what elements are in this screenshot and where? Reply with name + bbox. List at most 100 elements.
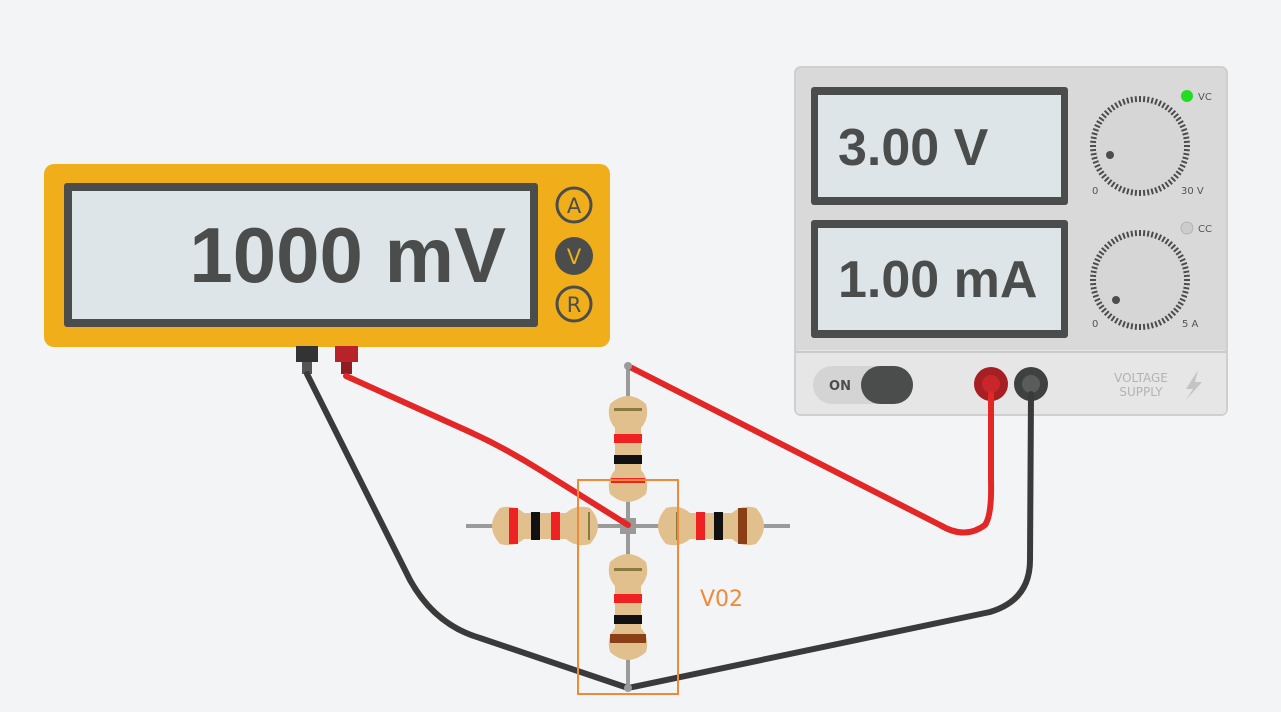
resistor-left-tolerance <box>588 512 590 540</box>
power-toggle[interactable]: ON <box>813 366 913 404</box>
resistor-right-band-1 <box>696 512 705 540</box>
selection-box[interactable]: V02 <box>577 479 743 695</box>
negative-terminal[interactable] <box>1014 367 1048 401</box>
current-display-screen <box>818 228 1061 330</box>
knob-tick <box>1090 274 1097 278</box>
brand-line1: VOLTAGE <box>1114 371 1168 385</box>
resistor-bottom-tolerance <box>614 568 642 571</box>
lightning-icon <box>1186 370 1202 400</box>
knob-tick <box>1134 230 1138 237</box>
knob-tick <box>1150 188 1154 195</box>
knob-tick <box>1103 243 1110 250</box>
mode-button-a-ring <box>555 186 593 224</box>
knob-tick <box>1181 294 1188 299</box>
v-terminal-pin <box>341 362 352 374</box>
knob-tick <box>1114 102 1119 109</box>
knob-tick <box>1114 236 1119 243</box>
knob-tick <box>1173 247 1179 253</box>
knob-tick <box>1110 238 1116 245</box>
knob-tick <box>1173 113 1179 119</box>
power-toggle-label: ON <box>829 379 851 394</box>
resistor-left-band-1 <box>551 512 560 540</box>
vc-led-indicator <box>1181 90 1193 102</box>
knob-tick <box>1167 241 1173 247</box>
mode-button-r[interactable]: R <box>555 285 593 323</box>
resistor-top-band-1 <box>614 434 642 443</box>
resistor-left[interactable] <box>492 506 598 546</box>
knob-tick <box>1167 313 1173 319</box>
resistor-bottom-band-3 <box>610 634 646 643</box>
knob-tick <box>1126 97 1130 104</box>
vc-label: VC <box>1198 92 1212 103</box>
current-knob-face <box>1096 236 1184 324</box>
top-lead-end <box>624 362 632 370</box>
knob-tick <box>1096 254 1103 259</box>
current-knob[interactable] <box>1090 230 1190 330</box>
knob-tick <box>1091 132 1098 136</box>
resistor-network[interactable] <box>466 366 790 688</box>
knob-tick <box>1161 102 1166 109</box>
knob-tick <box>1114 183 1119 190</box>
multimeter-display: 1000 mV <box>189 211 506 299</box>
knob-tick <box>1117 100 1123 107</box>
knob-tick <box>1146 323 1150 330</box>
red-wire-multimeter[interactable] <box>343 373 631 528</box>
knob-tick <box>1121 187 1126 194</box>
knob-tick <box>1183 152 1190 156</box>
v-terminal-plug <box>335 346 358 362</box>
knob-tick <box>1154 187 1159 194</box>
selection-rectangle <box>577 479 679 695</box>
multimeter[interactable]: 1000 mV A V R <box>44 164 610 374</box>
knob-tick <box>1150 322 1154 329</box>
black-wire[interactable] <box>304 371 1034 691</box>
knob-tick <box>1157 100 1163 107</box>
resistor-right[interactable] <box>658 506 764 546</box>
multimeter-v-terminal[interactable] <box>335 346 358 374</box>
positive-terminal[interactable] <box>974 367 1008 401</box>
knob-tick <box>1101 173 1107 179</box>
knob-tick <box>1173 307 1179 313</box>
knob-tick <box>1183 282 1190 286</box>
mode-button-a[interactable]: A <box>555 186 593 224</box>
knob-tick <box>1157 234 1163 241</box>
knob-tick <box>1103 310 1110 317</box>
knob-tick <box>1101 307 1107 313</box>
knob-tick <box>1126 322 1130 329</box>
knob-tick <box>1183 270 1190 274</box>
knob-tick <box>1098 116 1105 122</box>
resistor-bottom[interactable] <box>608 554 648 660</box>
knob-tick <box>1096 301 1103 306</box>
resistor-top-band-2 <box>614 455 642 464</box>
multimeter-com-terminal[interactable] <box>296 346 318 374</box>
brand-line2: SUPPLY <box>1119 385 1163 399</box>
voltage-display: 3.00 V <box>838 119 989 177</box>
resistor-right-band-2 <box>714 512 723 540</box>
resistor-right-band-3 <box>738 508 747 544</box>
knob-tick <box>1096 120 1103 125</box>
voltage-knob[interactable] <box>1090 96 1190 196</box>
knob-tick <box>1107 313 1113 319</box>
com-terminal-plug <box>296 346 318 362</box>
knob-tick <box>1110 104 1116 111</box>
knob-tick <box>1092 127 1099 132</box>
knob-tick <box>1146 96 1150 103</box>
knob-tick <box>1175 116 1182 122</box>
voltage-display-screen <box>818 95 1061 197</box>
knob-tick <box>1090 140 1097 144</box>
knob-tick <box>1090 270 1097 274</box>
knob-tick <box>1094 297 1101 303</box>
knob-tick <box>1183 148 1190 152</box>
mode-button-v[interactable]: V <box>555 237 593 275</box>
voltage-knob-marker <box>1106 151 1114 159</box>
red-wire-supply[interactable] <box>625 363 995 536</box>
wires[interactable] <box>304 362 1034 692</box>
power-supply[interactable]: 3.00 V 1.00 mA 0 30 V VC 0 5 A CC ON <box>794 66 1228 416</box>
multimeter-screen <box>72 191 530 319</box>
knob-tick <box>1098 250 1105 256</box>
resistor-bottom-band-1 <box>614 594 642 603</box>
knob-tick <box>1091 156 1098 160</box>
knob-tick <box>1157 185 1163 192</box>
resistor-top[interactable] <box>608 396 648 502</box>
knob-tick <box>1170 310 1177 317</box>
